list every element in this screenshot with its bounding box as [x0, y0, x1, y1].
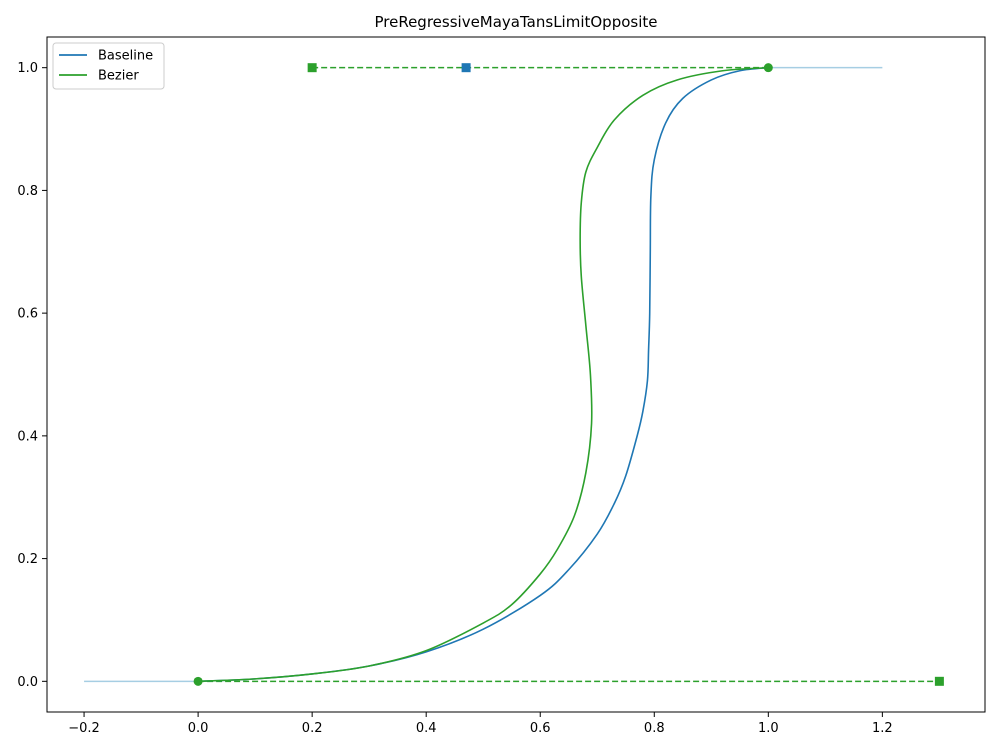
legend-entry-baseline-label: Baseline [98, 49, 153, 64]
y-tick-label: 0.8 [17, 184, 38, 199]
x-tick-label: 1.0 [758, 721, 779, 736]
series-baseline-line [198, 66, 769, 683]
y-tick-label: 1.0 [17, 61, 38, 76]
x-tick-label: 0.0 [188, 721, 209, 736]
key-point-marker [763, 63, 773, 73]
x-tick-label: 1.2 [872, 721, 893, 736]
series-bezier-line [198, 66, 769, 683]
x-tick-label: −0.2 [68, 721, 100, 736]
x-tick-label: 0.2 [302, 721, 323, 736]
x-tick-label: 0.8 [644, 721, 665, 736]
plot-area [84, 63, 944, 686]
x-tick-label: 0.6 [530, 721, 551, 736]
x-tick-label: 0.4 [416, 721, 437, 736]
chart-title: PreRegressiveMayaTansLimitOpposite [374, 13, 657, 31]
legend: Baseline Bezier [52, 42, 165, 90]
key-point-marker [193, 676, 203, 686]
y-tick-label: 0.2 [17, 552, 38, 567]
legend-entry-bezier-label: Bezier [98, 69, 139, 84]
axes-frame [46, 36, 986, 713]
baseline-handle-marker [461, 63, 471, 73]
y-tick-label: 0.4 [17, 429, 38, 444]
y-tick-label: 0.0 [17, 675, 38, 690]
y-tick-label: 0.6 [17, 307, 38, 322]
bezier-handle-marker [307, 63, 317, 73]
axes: −0.2 0.0 0.2 0.4 0.6 0.8 1.0 1.2 0.0 0.2 0.4 0.6 0.8… [17, 36, 986, 736]
bezier-handle-marker [934, 676, 944, 686]
